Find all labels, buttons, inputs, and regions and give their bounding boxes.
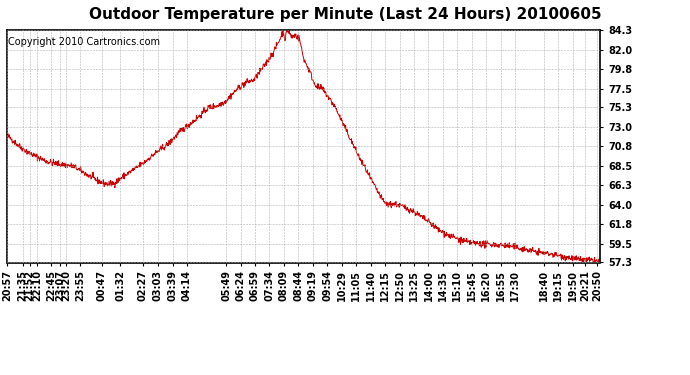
Text: Outdoor Temperature per Minute (Last 24 Hours) 20100605: Outdoor Temperature per Minute (Last 24 … xyxy=(89,8,601,22)
Text: Copyright 2010 Cartronics.com: Copyright 2010 Cartronics.com xyxy=(8,37,160,47)
